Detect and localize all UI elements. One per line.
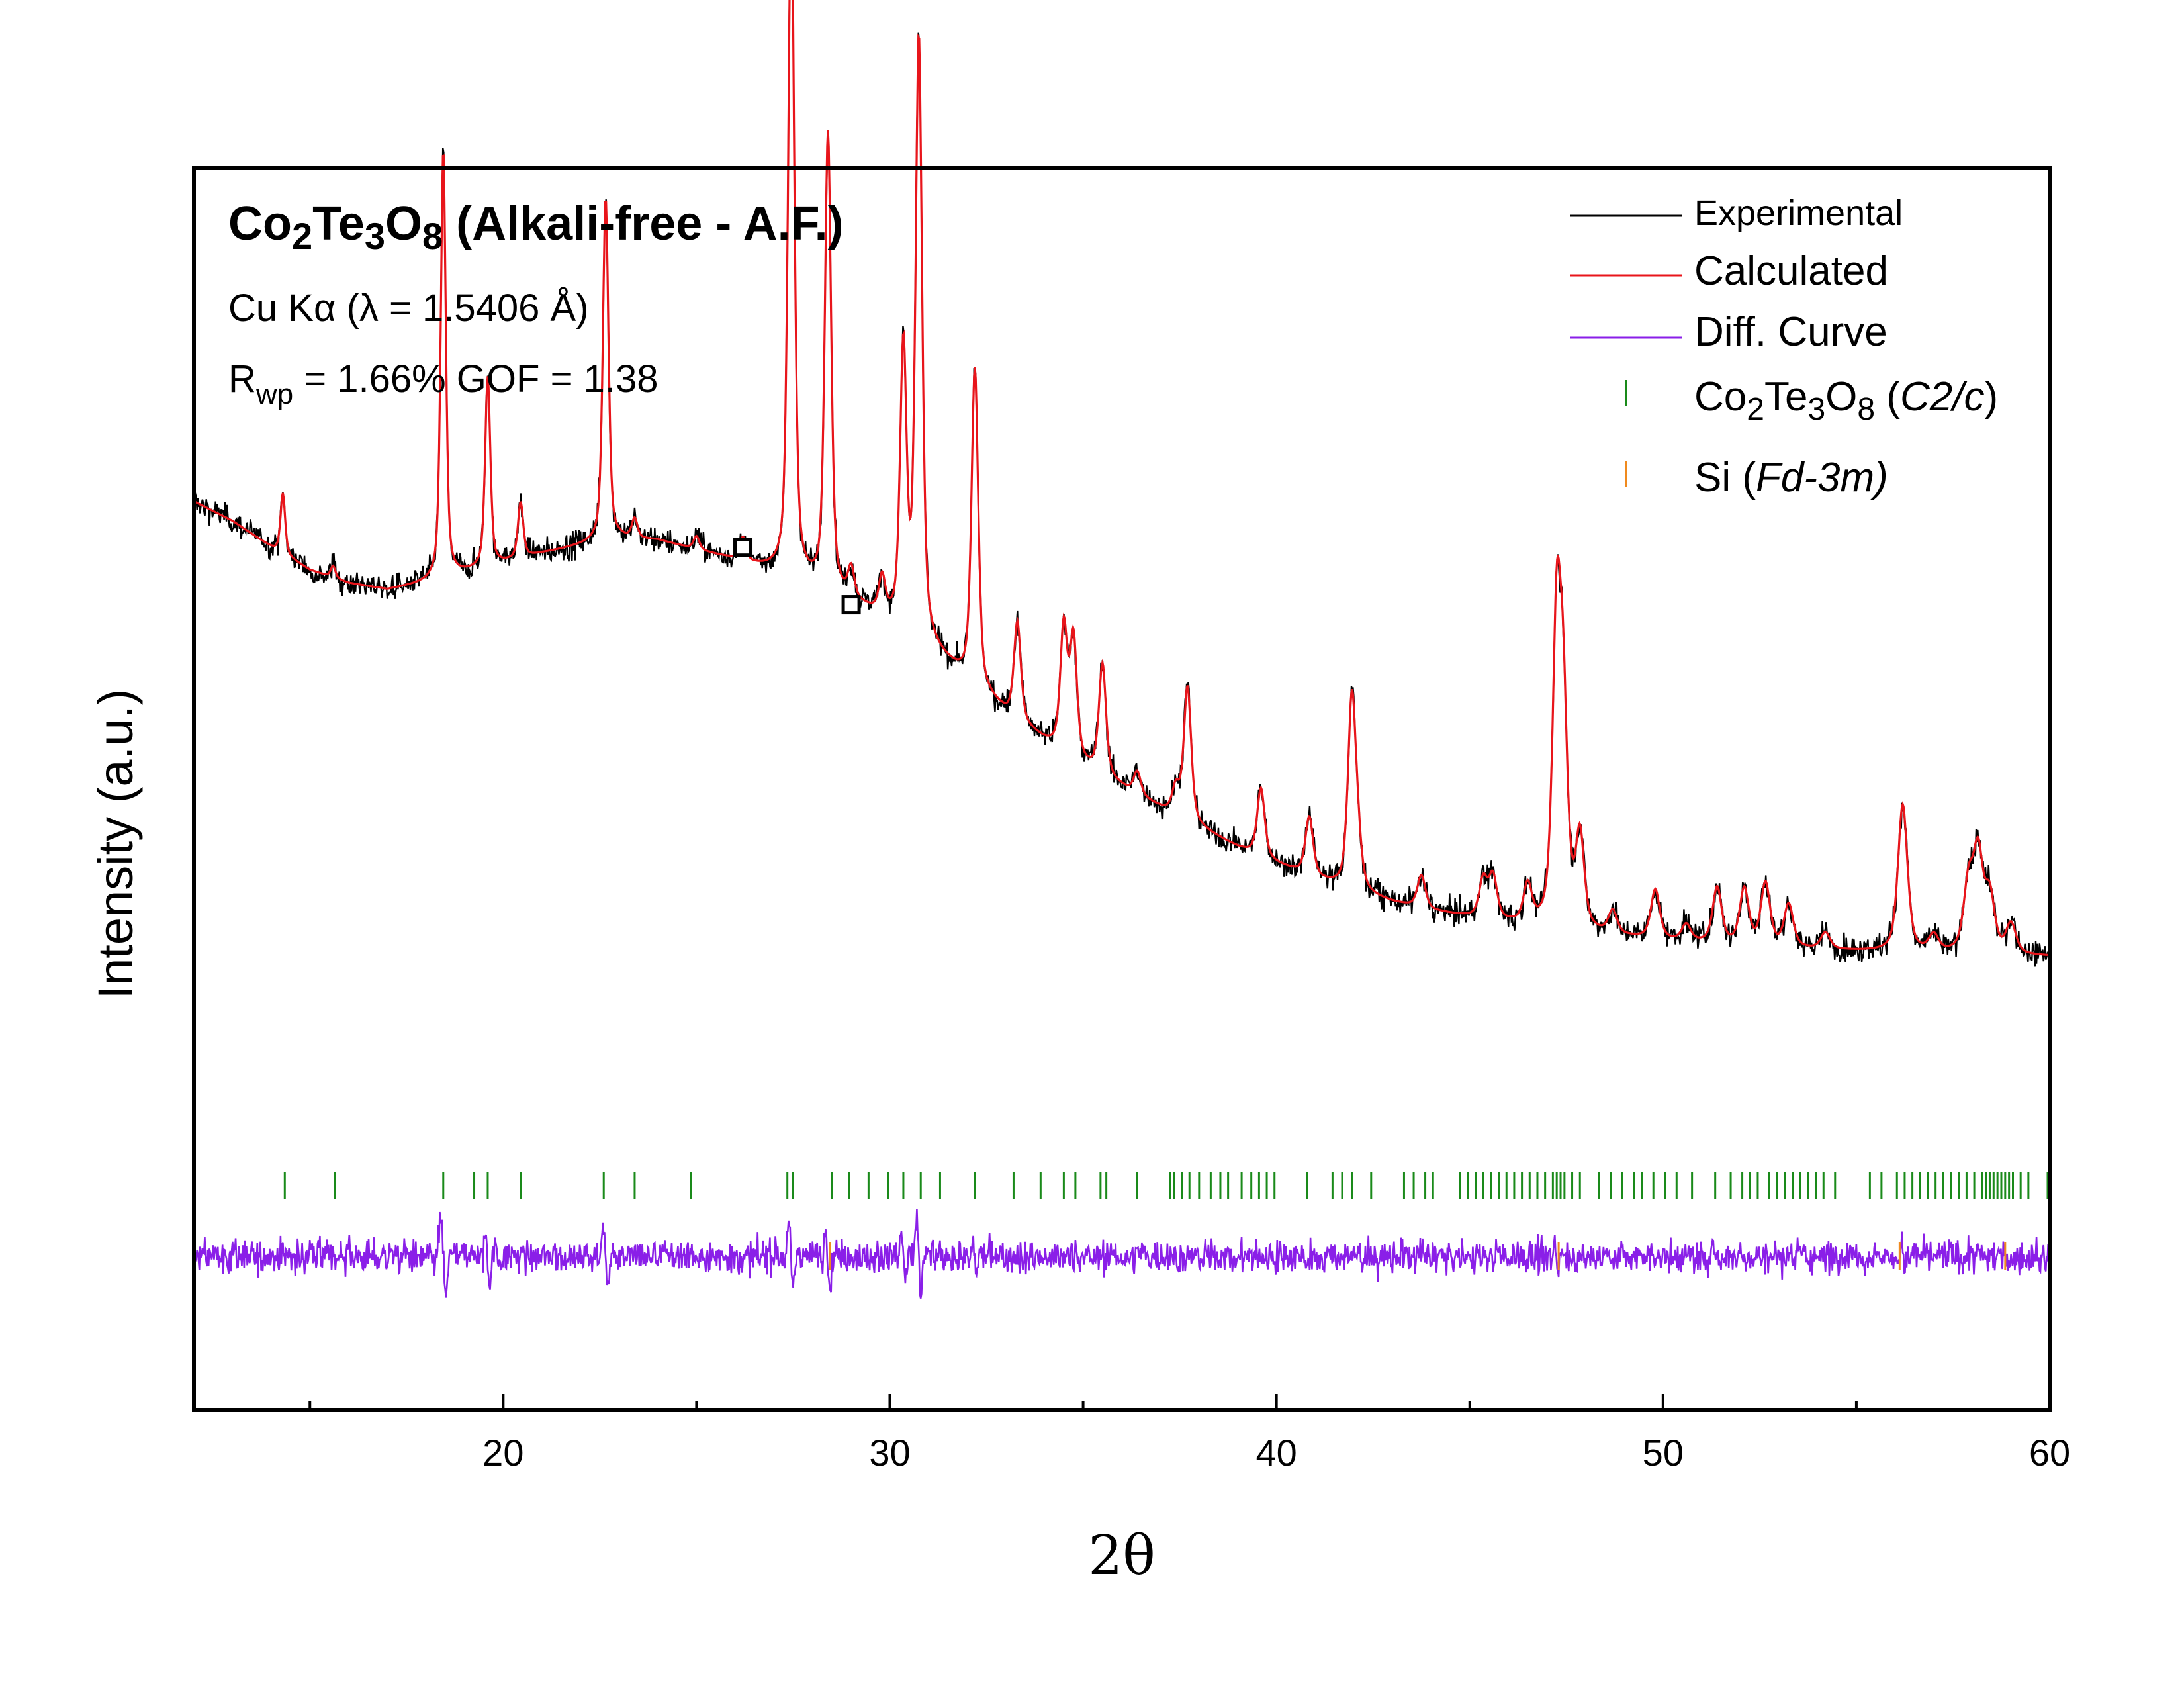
- legend-item-2: Calculated: [1570, 248, 1888, 294]
- x-axis: 20 30 40 50 60: [308, 1394, 2070, 1474]
- phase-tick-row-2: [829, 1242, 2007, 1270]
- x-tick-label: 60: [2029, 1432, 2070, 1474]
- x-axis-title: 2θ: [1088, 1524, 1156, 1587]
- x-tick-label: 40: [1256, 1432, 1297, 1474]
- rwp-subscript: wp: [255, 378, 293, 410]
- rwp-gof-values: = 1.66% GOF = 1.38: [293, 357, 658, 400]
- phase-tick-row-1: [283, 1172, 2049, 1199]
- plot-frame: [192, 166, 2052, 1412]
- rwp-gof-label: Rwp = 1.66% GOF = 1.38: [228, 357, 658, 410]
- refinement-annotations: Cu Kα (λ = 1.5406 Å) Rwp = 1.66% GOF = 1…: [228, 287, 658, 410]
- x-tick-label: 30: [869, 1432, 910, 1474]
- legend-item-1: Experimental: [1570, 193, 1903, 233]
- legend-item-4: Co2Te3O8 (C2/c): [1625, 374, 1998, 427]
- legend-label: Co2Te3O8 (C2/c): [1694, 374, 1998, 427]
- legend-item-3: Diff. Curve: [1570, 309, 1888, 355]
- marker-layer: [733, 538, 861, 615]
- radiation-label: Cu Kα (λ = 1.5406 Å): [228, 287, 589, 330]
- legend-label: Si (Fd-3m): [1694, 455, 1888, 500]
- chart-title: Co2Te3O8 (Alkali-free - A.F.): [228, 197, 844, 257]
- x-tick-label: 50: [1643, 1432, 1684, 1474]
- rwp-symbol: R: [228, 357, 256, 400]
- x-tick-label: 20: [482, 1432, 523, 1474]
- series-layer: [193, 0, 2051, 1299]
- diff-curve-series-line: [193, 1209, 2051, 1299]
- impurity-marker: [841, 595, 861, 615]
- legend-label: Calculated: [1694, 248, 1888, 294]
- chart-title-text: Co2Te3O8 (Alkali-free - A.F.): [228, 197, 844, 257]
- phase-tick-layer: [283, 1172, 2049, 1270]
- legend-label: Experimental: [1694, 193, 1903, 233]
- legend: Experimental Calculated Diff. Curve Co2Te3O…: [1570, 193, 1998, 500]
- y-axis-title: Intensity (a.u.): [88, 689, 143, 1000]
- legend-item-5: Si (Fd-3m): [1625, 455, 1888, 500]
- impurity-marker: [733, 538, 753, 557]
- legend-label: Diff. Curve: [1694, 309, 1888, 355]
- calculated-series-line: [193, 0, 2050, 957]
